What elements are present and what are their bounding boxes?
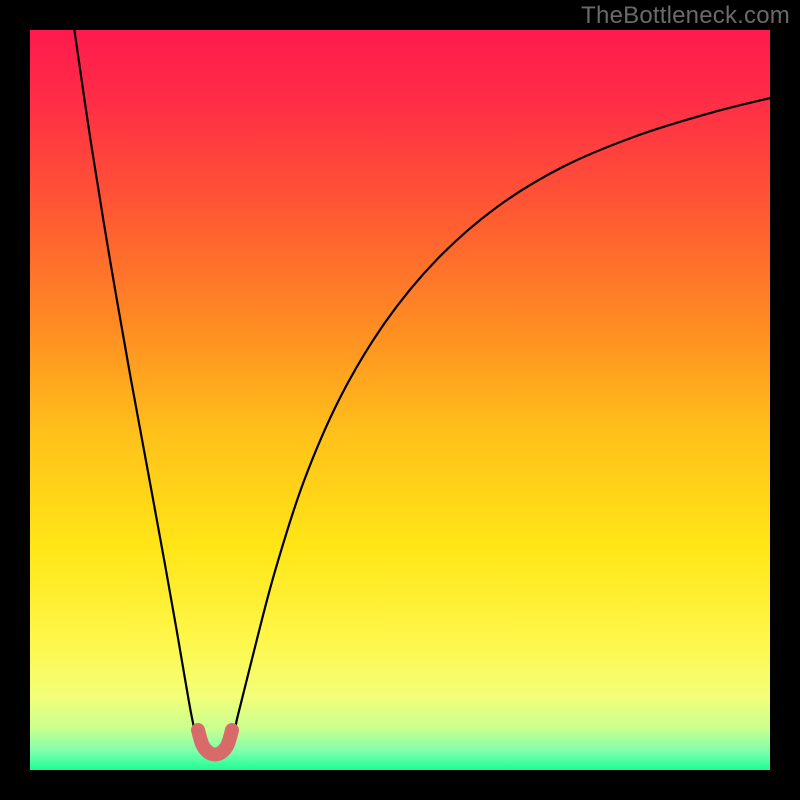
chart-container: TheBottleneck.com [0, 0, 800, 800]
bottom-u-marker [198, 730, 232, 754]
watermark-text: TheBottleneck.com [581, 2, 790, 30]
plot-area [30, 30, 770, 770]
gradient-background [30, 30, 770, 770]
chart-svg [30, 30, 770, 770]
bottleneck-curve [74, 30, 770, 751]
